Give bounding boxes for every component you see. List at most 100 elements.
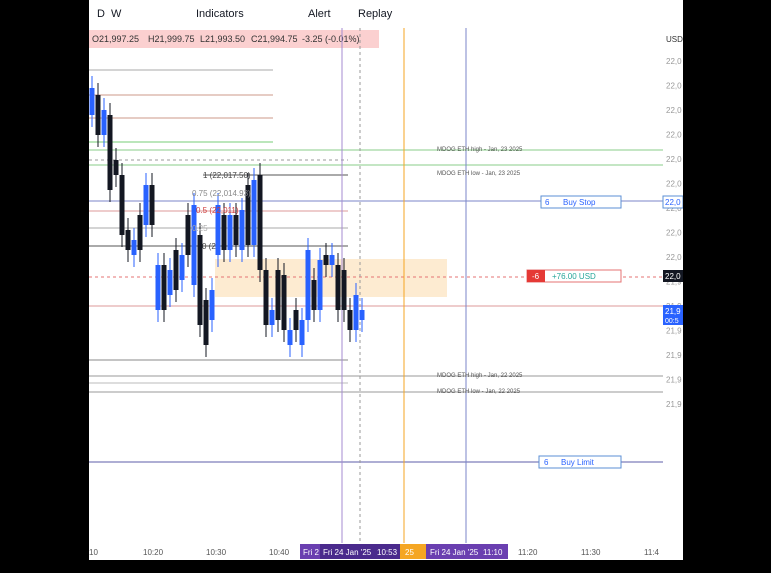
candle-body bbox=[251, 180, 257, 245]
interval-week[interactable]: W bbox=[111, 8, 122, 20]
candle-body bbox=[257, 175, 263, 270]
price-label: 22,0 bbox=[666, 229, 682, 238]
fib-label: 1 (22,017.50) bbox=[203, 171, 251, 180]
candle-body bbox=[131, 240, 137, 255]
legend-close: C21,994.75 bbox=[251, 34, 298, 44]
candle-body bbox=[167, 270, 173, 295]
time-highlight-text: 11:10 bbox=[483, 548, 503, 557]
price-label: 22,0 bbox=[666, 131, 682, 140]
fib-label: 0.75 (22,014.93) bbox=[192, 189, 251, 198]
candle-body bbox=[281, 275, 287, 330]
candle-body bbox=[95, 95, 101, 135]
price-label: 21,9 bbox=[666, 376, 682, 385]
chart-area: O21,997.25 H21,999.75 L21,993.50 C21,994… bbox=[89, 28, 683, 560]
order-label: +76.00 USD bbox=[552, 272, 596, 281]
interval-day[interactable]: D bbox=[97, 8, 105, 20]
candle-body bbox=[305, 250, 311, 320]
countdown: 00:5 bbox=[665, 318, 679, 325]
candle-body bbox=[107, 115, 113, 190]
candle-body bbox=[179, 255, 185, 280]
price-tag bbox=[663, 270, 683, 282]
candle-body bbox=[311, 280, 317, 310]
time-highlight-text: Fri 24 Jan '25 bbox=[323, 548, 372, 557]
toolbar: D W Indicators Alert Replay bbox=[89, 0, 683, 29]
fib-label: 0.5 (22,011) bbox=[196, 206, 239, 215]
price-label: 22,0 bbox=[666, 57, 682, 66]
order-label: Buy Limit bbox=[561, 458, 595, 467]
legend-change: -3.25 (-0.01%) bbox=[302, 34, 360, 44]
candle-body bbox=[215, 205, 221, 255]
candle-body bbox=[353, 295, 359, 330]
price-label: 22,0 bbox=[666, 253, 682, 262]
candle-body bbox=[269, 310, 275, 325]
candle-body bbox=[143, 185, 149, 225]
legend-open: O21,997.25 bbox=[92, 34, 139, 44]
candle-body bbox=[323, 255, 329, 265]
fib-label: 0 (2 bbox=[202, 242, 216, 251]
order-qty: 6 bbox=[544, 458, 549, 467]
candle-body bbox=[161, 265, 167, 310]
candle-body bbox=[227, 215, 233, 250]
alert-button[interactable]: Alert bbox=[308, 8, 331, 20]
candle-body bbox=[89, 88, 95, 115]
price-label: 22,0 bbox=[666, 180, 682, 189]
price-label: 22,0 bbox=[666, 82, 682, 91]
session-level-label: MDOG ETH low - Jan, 23 2025 bbox=[437, 171, 521, 177]
time-label: 11:20 bbox=[518, 548, 538, 557]
order-qty-bg bbox=[527, 270, 545, 282]
session-level-label: MDOG ETH high - Jan, 23 2025 bbox=[437, 147, 523, 153]
replay-button[interactable]: Replay bbox=[358, 8, 393, 20]
order-label: Buy Stop bbox=[563, 198, 596, 207]
time-label: 11:4 bbox=[644, 548, 660, 557]
time-highlight bbox=[426, 544, 508, 559]
price-label: 21,9 bbox=[666, 351, 682, 360]
order-qty: -6 bbox=[532, 272, 540, 281]
candle-body bbox=[149, 185, 155, 225]
order-qty: 6 bbox=[545, 198, 550, 207]
price-tag-text: 22,0 bbox=[665, 272, 681, 281]
legend-low: L21,993.50 bbox=[200, 34, 245, 44]
fib-label: 0.25 bbox=[192, 224, 208, 233]
price-label: 21,9 bbox=[666, 400, 682, 409]
price-tag-text: 21,9 bbox=[665, 307, 681, 316]
price-tag-text: 22,0 bbox=[665, 198, 681, 207]
candle-body bbox=[341, 270, 347, 310]
price-label: 21,9 bbox=[666, 327, 682, 336]
time-highlight-text: 25 bbox=[405, 548, 414, 557]
time-label: 10:40 bbox=[269, 548, 290, 557]
candle-body bbox=[197, 235, 203, 325]
price-tag bbox=[662, 195, 683, 209]
currency: USD bbox=[666, 35, 683, 44]
candle-body bbox=[233, 215, 239, 245]
candle-body bbox=[239, 210, 245, 250]
candle-body bbox=[329, 255, 335, 265]
candle-body bbox=[203, 300, 209, 345]
time-label: 11:30 bbox=[581, 548, 601, 557]
session-level-label: MDOG ETH low - Jan, 22 2025 bbox=[437, 389, 521, 395]
time-highlight bbox=[400, 544, 426, 559]
candle-body bbox=[101, 110, 107, 135]
candle-body bbox=[263, 270, 269, 325]
candle-body bbox=[125, 230, 131, 250]
price-label: 22,0 bbox=[666, 155, 682, 164]
candle-body bbox=[155, 265, 161, 310]
price-tag bbox=[663, 305, 683, 325]
candle-body bbox=[113, 160, 119, 175]
candle-body bbox=[137, 215, 143, 250]
candle-body bbox=[335, 265, 341, 310]
time-label: 10:20 bbox=[143, 548, 164, 557]
order-buy-stop[interactable] bbox=[540, 195, 622, 209]
session-level-label: MDOG ETH high - Jan, 22 2025 bbox=[437, 373, 523, 379]
position-zone bbox=[215, 259, 447, 297]
candle-body bbox=[173, 250, 179, 290]
candle-body bbox=[119, 175, 125, 235]
candle-body bbox=[221, 215, 227, 250]
time-highlight bbox=[300, 544, 320, 559]
order-buy-limit[interactable] bbox=[538, 455, 622, 469]
candle-body bbox=[293, 310, 299, 330]
indicators-button[interactable]: Indicators bbox=[196, 8, 244, 20]
candle-body bbox=[299, 320, 305, 345]
candle-body bbox=[191, 205, 197, 285]
time-highlight-text: 10:53 bbox=[377, 548, 398, 557]
candle-body bbox=[275, 270, 281, 320]
